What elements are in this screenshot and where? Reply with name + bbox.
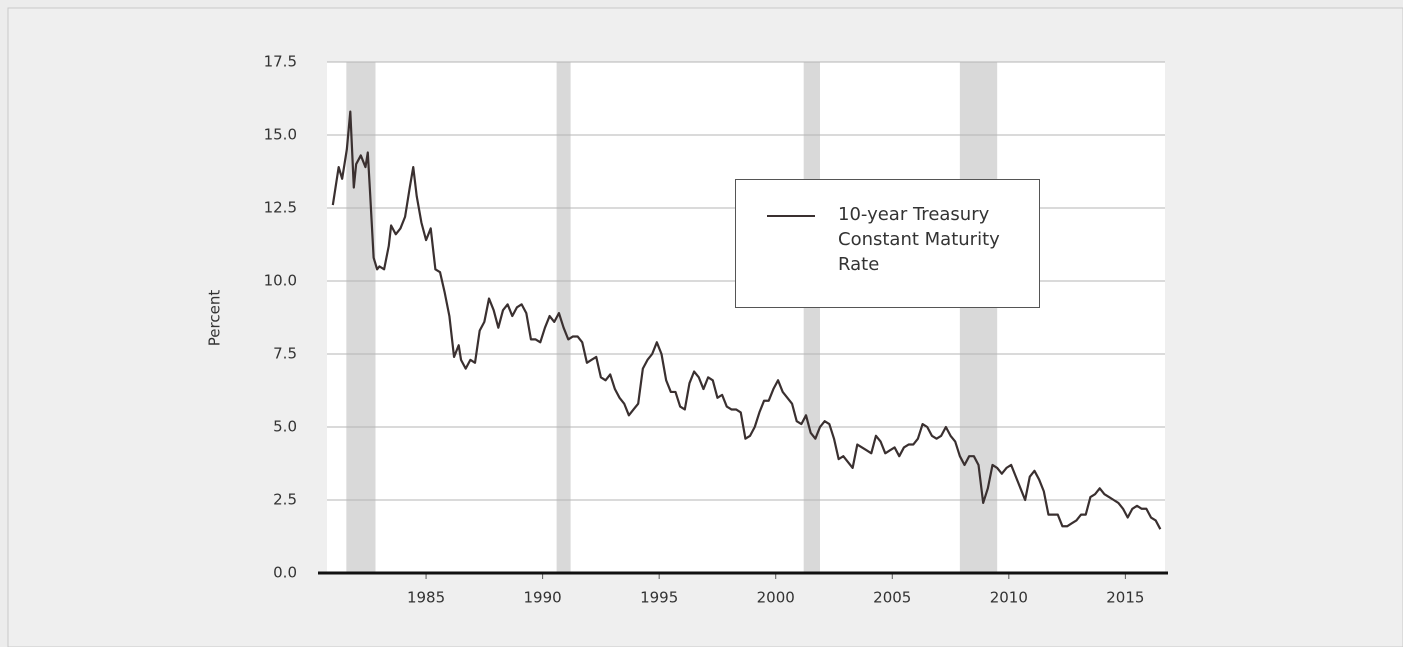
x-tick-label: 2015 bbox=[1106, 589, 1144, 607]
x-tick-label: 2005 bbox=[873, 589, 911, 607]
plot-area bbox=[327, 62, 1165, 573]
x-tick-label: 2010 bbox=[990, 589, 1028, 607]
y-tick-label: 15.0 bbox=[264, 126, 297, 144]
recession-band bbox=[556, 62, 571, 573]
legend: 10-year Treasury Constant Maturity Rate bbox=[735, 179, 1040, 308]
y-tick-label: 12.5 bbox=[264, 199, 297, 217]
y-tick-label: 5.0 bbox=[273, 418, 297, 436]
recession-band bbox=[959, 62, 998, 573]
y-tick-label: 7.5 bbox=[273, 345, 297, 363]
y-tick-label: 0.0 bbox=[273, 564, 297, 582]
y-axis-label: Percent bbox=[206, 290, 224, 347]
x-tick-label: 2000 bbox=[757, 589, 795, 607]
x-tick-label: 1985 bbox=[407, 589, 445, 607]
legend-label: 10-year Treasury Constant Maturity Rate bbox=[838, 204, 1000, 275]
legend-swatch bbox=[767, 215, 815, 217]
recession-band bbox=[803, 62, 821, 573]
y-tick-label: 10.0 bbox=[264, 272, 297, 290]
x-tick-label: 1995 bbox=[640, 589, 678, 607]
series-line bbox=[331, 110, 1162, 530]
y-tick-label: 2.5 bbox=[273, 491, 297, 509]
y-tick-label: 17.5 bbox=[264, 53, 297, 71]
x-tick-label: 1990 bbox=[524, 589, 562, 607]
